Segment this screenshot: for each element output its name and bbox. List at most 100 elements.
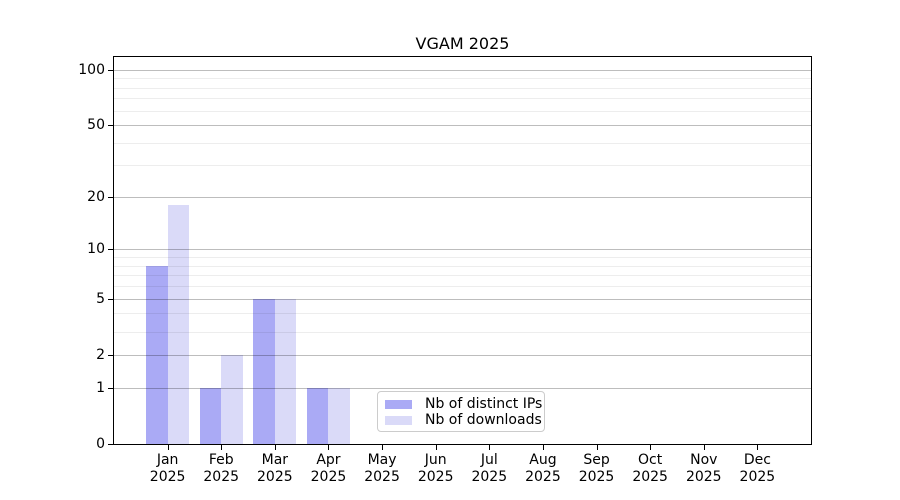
gridline-minor-60	[114, 110, 811, 112]
x-axis-label-apr: Apr 2025	[286, 452, 370, 486]
x-axis-tick-feb	[221, 445, 223, 450]
x-axis-label-month: Nov	[690, 452, 718, 468]
x-axis-label-year: 2025	[471, 469, 508, 485]
y-axis-label-50: 50	[87, 117, 105, 134]
gridline-minor-3	[114, 331, 811, 333]
x-axis-label-sep: Sep 2025	[555, 452, 639, 486]
x-axis-label-year: 2025	[257, 469, 293, 485]
y-axis-label-1: 1	[96, 379, 105, 396]
x-axis-tick-oct	[650, 445, 652, 450]
y-axis-label-5: 5	[96, 290, 105, 307]
x-axis-tick-nov	[703, 445, 705, 450]
gridline-minor-7	[114, 275, 811, 277]
bar-downloads-apr	[328, 387, 350, 444]
y-axis-label-10: 10	[87, 241, 105, 258]
gridline-5	[114, 298, 811, 300]
y-axis-tick-100	[108, 69, 113, 71]
y-axis-label-100: 100	[78, 61, 105, 78]
y-axis-tick-5	[108, 298, 113, 300]
x-axis-label-nov: Nov 2025	[662, 452, 746, 486]
y-axis-tick-20	[108, 197, 113, 199]
x-axis-tick-sep	[596, 445, 598, 450]
y-axis-tick-10	[108, 249, 113, 251]
gridline-minor-80	[114, 87, 811, 89]
x-axis-label-may: May 2025	[340, 452, 424, 486]
y-axis-tick-1	[108, 387, 113, 389]
legend-label-downloads: Nb of downloads	[425, 412, 542, 428]
x-axis-label-year: 2025	[632, 469, 668, 485]
gridline-minor-30	[114, 165, 811, 167]
x-axis-label-year: 2025	[149, 469, 186, 485]
x-axis-label-dec: Dec 2025	[715, 452, 799, 486]
x-axis-label-month: Sep	[583, 452, 610, 468]
x-axis-tick-mar	[274, 445, 276, 450]
x-axis-tick-jun	[435, 445, 437, 450]
x-axis-tick-apr	[328, 445, 330, 450]
gridline-minor-40	[114, 142, 811, 144]
x-axis-tick-jan	[167, 445, 169, 450]
x-axis-label-year: 2025	[310, 469, 347, 485]
x-axis-tick-dec	[757, 445, 759, 450]
legend-label-distinct-ips: Nb of distinct IPs	[425, 396, 543, 412]
x-axis-tick-aug	[542, 445, 544, 450]
y-axis-label-20: 20	[87, 189, 105, 206]
x-axis-label-year: 2025	[739, 469, 776, 485]
x-axis-label-month: Jun	[424, 452, 447, 468]
legend-swatch-distinct-ips-icon	[385, 399, 412, 409]
gridline-2	[114, 354, 811, 356]
legend-entry-distinct-ips: Nb of distinct IPs	[385, 396, 542, 412]
x-axis-label-jun: Jun 2025	[394, 452, 478, 486]
x-axis-label-month: Jan	[156, 452, 179, 468]
gridline-minor-8	[114, 265, 811, 267]
y-axis-tick-0	[108, 444, 113, 445]
x-axis-label-month: Oct	[638, 452, 663, 468]
legend: Nb of distinct IPs Nb of downloads	[377, 391, 545, 432]
bar-downloads-jan	[167, 205, 190, 444]
y-axis-label-2: 2	[96, 346, 105, 363]
x-axis-label-year: 2025	[525, 469, 561, 485]
gridline-minor-90	[114, 78, 811, 80]
gridline-minor-9	[114, 257, 811, 259]
x-axis-label-month: Apr	[316, 452, 341, 468]
legend-entry-downloads: Nb of downloads	[385, 412, 542, 428]
gridline-50	[114, 125, 811, 127]
gridline-20	[114, 197, 811, 199]
x-axis-label-jan: Jan 2025	[126, 452, 210, 486]
bar-downloads-feb	[221, 354, 243, 444]
x-axis-label-year: 2025	[685, 469, 722, 485]
gridline-minor-6	[114, 286, 811, 288]
plot-area: Nb of distinct IPs Nb of downloads	[113, 56, 812, 445]
x-axis-tick-may	[382, 445, 384, 450]
x-axis-label-year: 2025	[203, 469, 240, 485]
x-axis-label-month: Feb	[208, 452, 234, 468]
x-axis-label-jul: Jul 2025	[447, 452, 531, 486]
x-axis-label-month: May	[367, 452, 397, 468]
legend-swatch-downloads-icon	[385, 415, 412, 425]
gridline-10	[114, 249, 811, 251]
y-axis-tick-2	[108, 354, 113, 356]
gridline-minor-4	[114, 313, 811, 315]
x-axis-label-month: Dec	[743, 452, 771, 468]
gridline-100	[114, 69, 811, 71]
x-axis-tick-jul	[489, 445, 491, 450]
x-axis-label-year: 2025	[364, 469, 400, 485]
x-axis-label-mar: Mar 2025	[233, 452, 317, 486]
x-axis-label-feb: Feb 2025	[179, 452, 263, 486]
chart-title: VGAM 2025	[415, 34, 510, 53]
x-axis-label-year: 2025	[578, 469, 615, 485]
bar-distinct-ips-jan	[146, 265, 168, 444]
bar-distinct-ips-feb	[199, 387, 222, 444]
y-axis-label-0: 0	[96, 436, 105, 452]
x-axis-label-month: Mar	[261, 452, 289, 468]
x-axis-label-year: 2025	[417, 469, 454, 485]
x-axis-label-month: Aug	[529, 452, 557, 468]
x-axis-label-oct: Oct 2025	[608, 452, 692, 486]
y-axis-tick-50	[108, 125, 113, 127]
gridline-minor-70	[114, 98, 811, 100]
bar-distinct-ips-mar	[253, 298, 275, 444]
bar-downloads-mar	[274, 298, 297, 444]
bar-distinct-ips-apr	[307, 387, 329, 444]
x-axis-label-aug: Aug 2025	[501, 452, 585, 486]
x-axis-label-month: Jul	[480, 452, 498, 468]
